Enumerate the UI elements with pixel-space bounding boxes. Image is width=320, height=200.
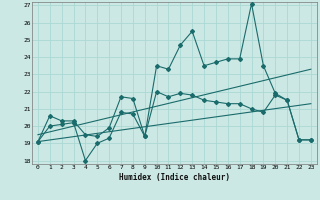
X-axis label: Humidex (Indice chaleur): Humidex (Indice chaleur) [119, 173, 230, 182]
